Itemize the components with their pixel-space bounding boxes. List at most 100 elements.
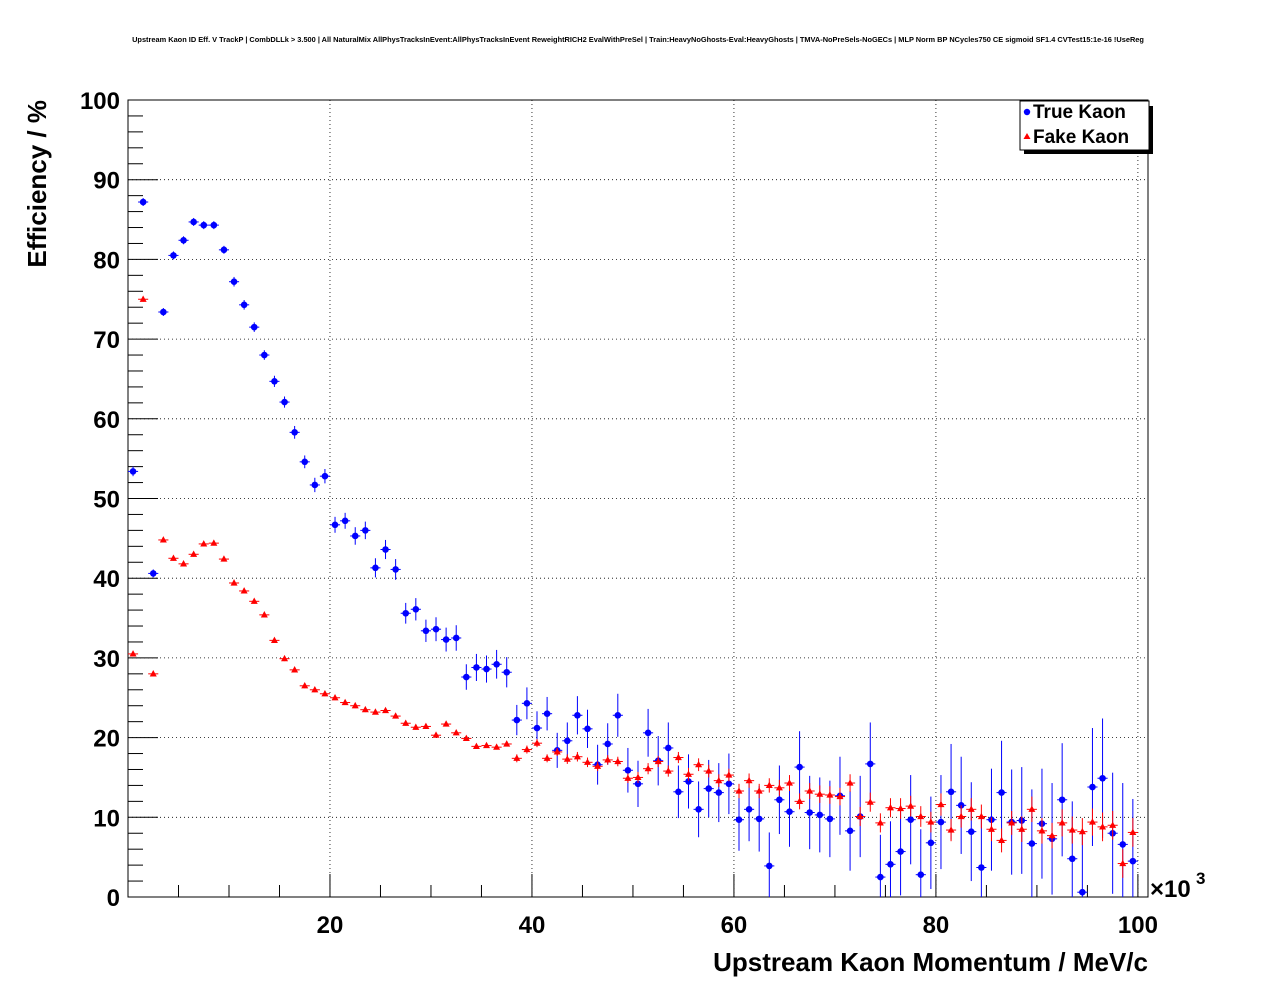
data-point — [967, 805, 975, 812]
data-point — [180, 560, 188, 567]
data-point — [331, 521, 339, 529]
data-point — [877, 873, 884, 881]
x-tick-label: 100 — [1118, 912, 1158, 939]
data-point — [372, 564, 379, 572]
data-point — [362, 527, 369, 534]
data-point — [735, 816, 743, 823]
data-point — [341, 517, 349, 525]
data-point — [250, 323, 258, 331]
y-tick-label: 10 — [93, 805, 120, 832]
data-point — [1129, 828, 1137, 836]
data-point — [160, 308, 167, 316]
data-point — [311, 481, 319, 489]
data-point — [1028, 840, 1036, 847]
data-point — [291, 666, 299, 673]
data-point — [856, 812, 864, 820]
data-point — [210, 539, 218, 546]
data-point — [866, 798, 874, 805]
y-tick-label: 50 — [93, 487, 120, 514]
data-point — [715, 789, 723, 796]
data-point — [564, 737, 571, 745]
x-exponent-power: 3 — [1196, 869, 1205, 888]
data-point — [826, 791, 834, 798]
data-point — [1018, 825, 1026, 832]
data-point — [220, 555, 228, 562]
data-point — [796, 763, 803, 771]
data-point — [887, 861, 894, 868]
data-point — [463, 673, 470, 681]
data-point — [169, 554, 177, 561]
data-point — [452, 634, 460, 642]
grid-lines — [128, 100, 1148, 897]
data-point — [1109, 821, 1117, 828]
data-point — [432, 731, 440, 738]
x-exponent-base: ×10 — [1150, 876, 1191, 903]
data-point — [412, 723, 420, 730]
data-point — [351, 532, 359, 540]
data-point — [1058, 796, 1066, 804]
data-point — [604, 740, 612, 748]
data-point — [816, 811, 824, 819]
x-tick-label: 60 — [721, 912, 748, 939]
data-point — [1028, 805, 1036, 812]
data-point — [149, 570, 157, 577]
data-point — [624, 766, 632, 774]
data-point — [129, 468, 137, 475]
data-point — [574, 711, 581, 719]
data-point — [139, 198, 147, 206]
data-point — [705, 785, 712, 792]
data-point — [553, 748, 561, 755]
data-point — [846, 779, 854, 786]
data-point — [745, 776, 753, 784]
data-point — [927, 839, 935, 847]
data-point — [261, 351, 268, 359]
data-point — [1079, 888, 1086, 896]
data-point — [947, 788, 955, 796]
data-point — [1068, 826, 1076, 833]
data-point — [311, 685, 319, 693]
data-point — [725, 771, 733, 778]
data-point — [382, 546, 389, 553]
data-point — [1099, 774, 1106, 782]
data-point — [755, 787, 763, 794]
data-point — [563, 755, 571, 762]
y-tick-label: 80 — [93, 247, 120, 274]
data-point — [806, 809, 813, 816]
data-point — [513, 716, 521, 724]
data-point — [331, 693, 339, 701]
data-point — [735, 787, 743, 794]
data-point — [1068, 855, 1076, 863]
data-point — [1008, 819, 1016, 826]
data-point — [321, 472, 329, 480]
data-point — [695, 760, 703, 768]
data-point — [685, 778, 692, 785]
data-point — [402, 609, 410, 617]
data-point — [674, 753, 682, 761]
y-tick-label: 0 — [107, 885, 120, 912]
data-point — [543, 710, 551, 717]
data-point — [1048, 831, 1056, 839]
x-tick-label: 20 — [317, 912, 344, 939]
data-point — [543, 754, 551, 761]
y-tick-label: 20 — [93, 726, 120, 753]
data-point — [765, 781, 773, 789]
data-point — [503, 740, 511, 747]
data-point — [695, 806, 702, 813]
data-point — [1119, 859, 1127, 867]
x-tick-label: 40 — [519, 912, 546, 939]
data-point — [129, 650, 137, 657]
data-point — [1129, 857, 1137, 865]
data-point — [452, 729, 460, 736]
data-point — [412, 605, 420, 613]
data-point — [634, 780, 642, 788]
data-point — [947, 826, 955, 833]
data-point — [382, 706, 390, 714]
data-point — [978, 864, 985, 871]
data-point — [170, 252, 177, 259]
data-point — [715, 776, 723, 784]
x-exponent-label: ×10 3 — [1150, 869, 1205, 903]
data-point — [1099, 823, 1107, 830]
axis-ticks — [128, 99, 1139, 898]
y-tick-label: 40 — [93, 566, 120, 593]
